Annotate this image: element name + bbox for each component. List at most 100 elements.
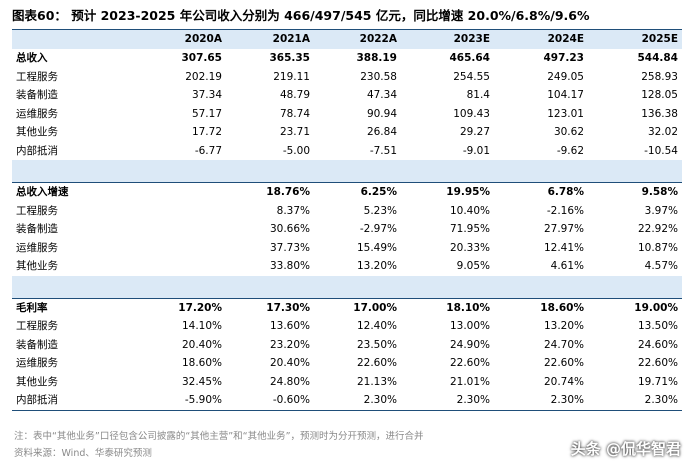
table-cell: 14.10% [181,320,222,332]
table-cell: -5.00 [282,144,310,157]
table-cell: 10.40% [449,204,490,217]
table-cell: 32.45% [181,375,222,388]
table-cell: -2.97% [359,223,397,235]
table-cell: 202.19 [185,70,222,83]
table-cell: -10.54 [644,144,678,157]
table-cell: 22.60% [449,357,490,369]
table-row: 运维服务 18.60% 20.40% 22.60% 22.60% 22.60% 22.60% [12,354,682,373]
table-cell: 109.43 [453,107,490,120]
table-cell: 24.70% [543,338,584,351]
col-2022a: 2022A [359,33,397,45]
table-row: 总收入增速 18.76% 6.25% 19.95% 6.78% 9.58% [12,183,682,202]
table-cell: 29.27 [459,126,490,138]
table-cell: 13.00% [449,320,490,332]
table-cell: 23.71 [279,126,310,138]
table-cell: 71.95% [449,223,490,235]
section-spacer [12,160,682,183]
table-cell: 32.02 [647,126,678,138]
table-cell: 20.40% [269,357,310,369]
table-cell: 20.33% [449,241,490,254]
table-cell: -2.16% [546,204,584,217]
col-2025e: 2025E [641,33,678,45]
col-2023e: 2023E [453,33,490,45]
table-cell: 23.20% [269,338,310,351]
table-cell: 219.11 [273,70,310,83]
table-cell: 104.17 [547,89,584,101]
table-cell: -7.51 [369,144,397,157]
table-row: 运维服务 57.17 78.74 90.94 109.43 123.01 136.38 [12,105,682,124]
table-cell: 30.62 [553,126,584,138]
forecast-table: 2020A 2021A 2022A 2023E 2024E 2025E 总收入 3… [12,30,682,411]
table-cell: 254.55 [453,70,490,83]
table-cell: 13.20% [543,320,584,332]
table-cell: 465.64 [449,52,490,64]
row-label: 工程服务 [16,320,58,332]
table-cell: 6.25% [360,186,397,198]
table-cell: -9.62 [556,144,584,157]
section-spacer [12,275,682,299]
table-cell: 24.60% [637,338,678,351]
table-row: 内部抵消 -6.77 -5.00 -7.51 -9.01 -9.62 -10.54 [12,142,682,161]
table-cell: 17.72 [191,126,222,138]
row-label: 装备制造 [16,89,58,101]
table-cell: 258.93 [641,70,678,83]
table-cell: -5.90% [184,394,222,406]
table-cell: 497.23 [543,52,584,64]
table-row: 装备制造 30.66% -2.97% 71.95% 27.97% 22.92% [12,220,682,239]
table-cell: 47.34 [366,89,397,101]
table-cell: 2.30% [363,394,397,406]
table-cell: 18.60% [181,357,222,369]
table-cell: 20.74% [543,375,584,388]
table-cell: 78.74 [279,107,310,120]
table-cell: -9.01 [462,144,490,157]
margin-section: 毛利率 17.20% 17.30% 17.00% 18.10% 18.60% 19.00% 工… [12,299,682,411]
col-2024e: 2024E [547,33,584,45]
table-cell: 5.23% [363,204,397,217]
table-cell: 18.76% [266,186,310,198]
table-cell: 20.40% [181,338,222,351]
table-cell: 22.60% [637,357,678,369]
table-cell: 26.84 [366,126,397,138]
table-row: 其他业务 33.80% 13.20% 9.05% 4.61% 4.57% [12,257,682,276]
table-cell: 21.01% [449,375,490,388]
table-cell: 30.66% [269,223,310,235]
table-cell: 33.80% [269,260,310,272]
table-note: 注：表中“其他业务”口径包含公司披露的“其他主营”和“其他业务”，预测时为分开预… [14,431,424,442]
table-cell: 13.60% [269,320,310,332]
table-row: 总收入 307.65 365.35 388.19 465.64 497.23 544.84 [12,49,682,68]
table-cell: -0.60% [272,394,310,406]
col-2020a: 2020A [184,33,222,45]
table-cell: 10.87% [637,241,678,254]
table-row: 内部抵消 -5.90% -0.60% 2.30% 2.30% 2.30% 2.30% [12,391,682,411]
table-cell: 19.71% [637,375,678,388]
table-cell: 37.73% [269,241,310,254]
row-label: 内部抵消 [16,144,58,157]
table-cell: 18.10% [446,301,490,314]
table-cell: 22.92% [637,223,678,235]
table-cell: 90.94 [366,107,397,120]
row-label: 其他业务 [16,260,58,272]
table-cell: 37.34 [191,89,222,101]
table-cell: 24.80% [269,375,310,388]
table-cell: 57.17 [191,107,222,120]
table-cell: 81.4 [466,89,490,101]
row-label: 运维服务 [16,241,58,254]
table-cell: 23.50% [356,338,397,351]
row-label: 工程服务 [16,70,58,83]
table-cell: 17.20% [178,301,222,314]
table-cell: 388.19 [356,52,397,64]
table-cell: 22.60% [543,357,584,369]
table-cell: 13.20% [356,260,397,272]
table-cell: 18.60% [540,301,584,314]
table-cell: 19.00% [634,301,678,314]
figure-title: 图表60： 预计 2023-2025 年公司收入分别为 466/497/545 … [12,8,590,23]
row-label: 毛利率 [16,301,48,314]
growth-section: 总收入增速 18.76% 6.25% 19.95% 6.78% 9.58% 工程服务 8.37… [12,183,682,276]
table-cell: 123.01 [547,107,584,120]
table-cell: 136.38 [641,107,678,120]
table-cell: 27.97% [543,223,584,235]
row-label: 总收入增速 [16,186,69,198]
revenue-section: 总收入 307.65 365.35 388.19 465.64 497.23 544.84 工… [12,49,682,160]
table-row: 装备制造 37.34 48.79 47.34 81.4 104.17 128.05 [12,86,682,105]
row-label: 其他业务 [16,375,58,388]
